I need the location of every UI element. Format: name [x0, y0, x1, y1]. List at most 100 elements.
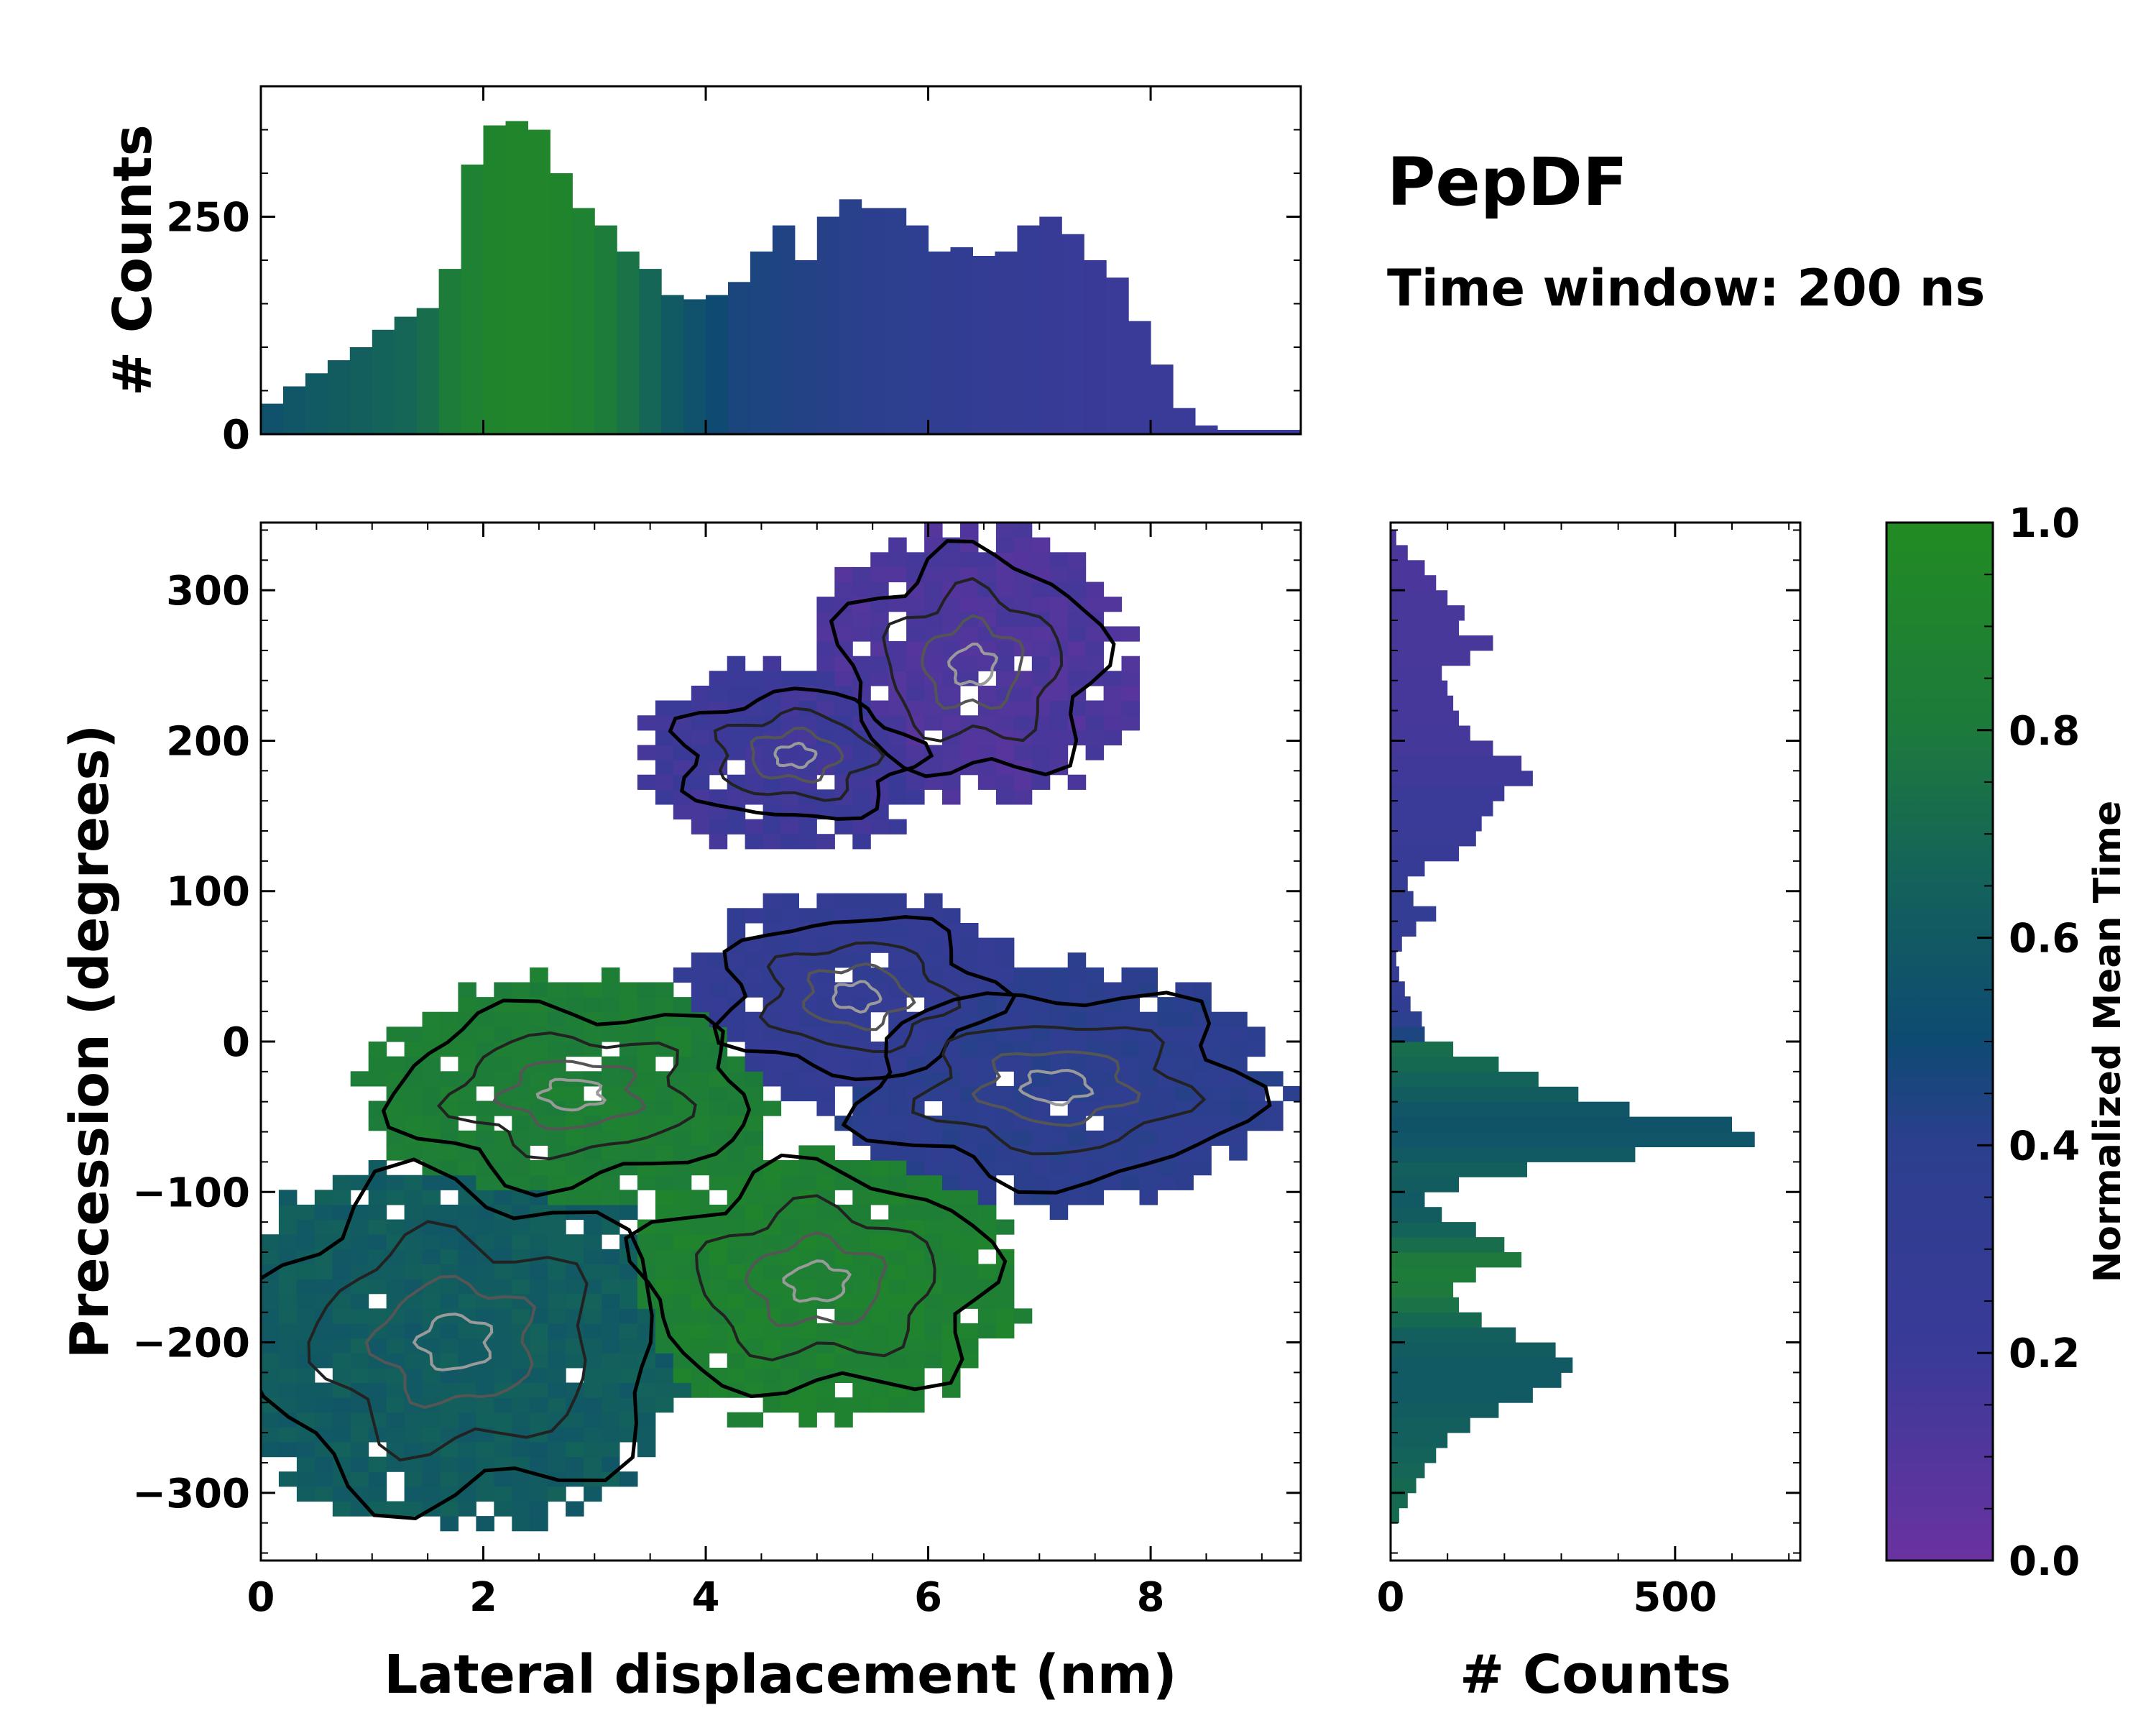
- heatmap-cell: [816, 1382, 835, 1398]
- heatmap-cell: [870, 1116, 889, 1131]
- heatmap-cell: [548, 1442, 566, 1458]
- heatmap-cell: [960, 1160, 979, 1176]
- heatmap-cell: [834, 730, 853, 745]
- heatmap-cell: [1067, 952, 1087, 968]
- heatmap-cell: [1067, 1190, 1087, 1205]
- heatmap-cell: [960, 1353, 979, 1369]
- heatmap-cell: [296, 1293, 315, 1309]
- heatmap-cell: [834, 1175, 853, 1190]
- heatmap-cell: [924, 1130, 943, 1146]
- right-histogram-bar: [1391, 891, 1414, 907]
- heatmap-cell: [691, 774, 710, 790]
- heatmap-cell: [584, 1486, 602, 1502]
- heatmap-cell: [763, 908, 782, 924]
- heatmap-cell: [440, 1427, 459, 1443]
- heatmap-cell: [727, 671, 746, 686]
- heatmap-cell: [278, 1367, 298, 1383]
- heatmap-cell: [977, 997, 997, 1013]
- heatmap-cell: [691, 1085, 710, 1102]
- heatmap-cell: [1175, 1085, 1194, 1102]
- heatmap-cell: [386, 1234, 405, 1250]
- heatmap-cell: [655, 1234, 674, 1250]
- heatmap-cell: [1049, 656, 1069, 671]
- heatmap-cell: [798, 1175, 817, 1190]
- heatmap-cell: [960, 656, 979, 671]
- heatmap-cell: [942, 967, 961, 983]
- heatmap-cell: [977, 685, 997, 702]
- heatmap-cell: [458, 1085, 476, 1102]
- heatmap-cell: [691, 1293, 710, 1309]
- heatmap-cell: [977, 611, 997, 627]
- density-contour: [971, 1049, 1141, 1127]
- heatmap-cell: [942, 1085, 961, 1102]
- heatmap-cell: [1085, 1056, 1105, 1072]
- heatmap-cell: [942, 685, 961, 702]
- heatmap-cell: [566, 1338, 584, 1354]
- heatmap-cell: [1139, 1071, 1158, 1087]
- heatmap-cell: [727, 1353, 746, 1369]
- heatmap-cell: [1067, 1042, 1087, 1057]
- heatmap-cell: [332, 1353, 351, 1369]
- heatmap-cell: [995, 1085, 1015, 1102]
- heatmap-cell: [602, 1190, 620, 1205]
- top-histogram-bar: [305, 373, 328, 434]
- heatmap-cell: [1085, 656, 1105, 671]
- heatmap-cell: [691, 685, 710, 702]
- heatmap-cell: [745, 908, 764, 924]
- heatmap-cell: [602, 1130, 620, 1146]
- heatmap-cell: [924, 952, 943, 968]
- heatmap-cell: [816, 641, 835, 657]
- heatmap-cell: [1085, 1011, 1105, 1027]
- heatmap-cell: [1067, 582, 1087, 597]
- density-contour: [694, 1194, 936, 1362]
- heatmap-cell: [816, 1353, 835, 1369]
- heatmap-cell: [296, 1219, 315, 1235]
- heatmap-cell: [691, 745, 710, 760]
- heatmap-cell: [834, 1353, 853, 1369]
- heatmap-cell: [834, 566, 853, 583]
- heatmap-cell: [655, 1116, 674, 1131]
- heatmap-cell: [942, 1264, 961, 1279]
- heatmap-cell: [1031, 1026, 1051, 1042]
- heatmap-cell: [870, 1056, 889, 1072]
- heatmap-cell: [834, 1367, 853, 1383]
- heatmap-cell: [584, 1382, 602, 1398]
- heatmap-cell: [404, 1367, 423, 1383]
- heatmap-cell: [691, 1219, 710, 1235]
- heatmap-cell: [350, 1471, 369, 1487]
- heatmap-cell: [780, 1338, 799, 1354]
- heatmap-cell: [995, 597, 1015, 612]
- heatmap-cell: [906, 1056, 925, 1072]
- heatmap-cell: [458, 1338, 476, 1354]
- heatmap-cell: [619, 1293, 638, 1309]
- heatmap-cell: [261, 1234, 280, 1250]
- heatmap-cell: [332, 1412, 351, 1428]
- heatmap-cell: [278, 1190, 298, 1205]
- right-histogram-bar: [1391, 680, 1448, 697]
- heatmap-cell: [888, 700, 907, 716]
- heatmap-cell: [404, 1456, 423, 1472]
- heatmap-cell: [906, 967, 925, 983]
- heatmap-cell: [763, 715, 782, 731]
- main-xlabel: Lateral displacement (nm): [384, 1644, 1176, 1706]
- heatmap-cell: [368, 1338, 387, 1354]
- heatmap-cell: [404, 1427, 423, 1443]
- heatmap-cell: [852, 1323, 871, 1339]
- heatmap-cell: [278, 1279, 298, 1295]
- top-histogram-bar: [772, 225, 796, 434]
- heatmap-cell: [852, 834, 871, 850]
- heatmap-cell: [1193, 1116, 1212, 1131]
- heatmap-cell: [422, 1249, 441, 1264]
- heatmap-cell: [296, 1397, 315, 1413]
- heatmap-cell: [332, 1338, 351, 1354]
- heatmap-cell: [798, 1397, 817, 1413]
- heatmap-cell: [763, 1264, 782, 1279]
- heatmap-cell: [727, 819, 746, 835]
- heatmap-cell: [1175, 997, 1194, 1013]
- heatmap-cell: [440, 1338, 459, 1354]
- heatmap-cell: [1103, 1071, 1123, 1087]
- heatmap-cell: [960, 982, 979, 998]
- heatmap-cell: [1103, 715, 1123, 731]
- heatmap-cell: [1013, 523, 1033, 538]
- heatmap-cell: [602, 1264, 620, 1279]
